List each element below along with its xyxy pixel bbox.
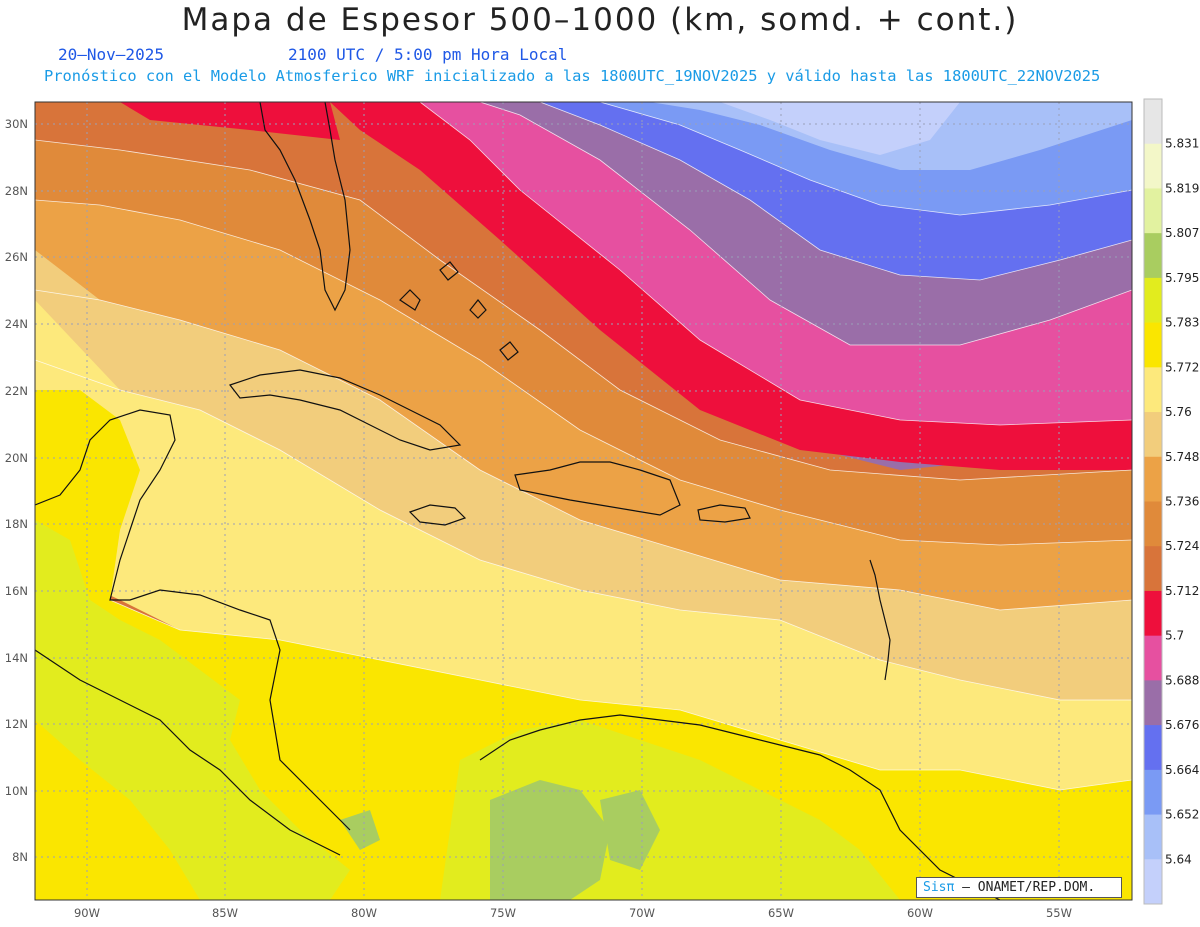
lat-label: 22N	[5, 384, 28, 398]
legend-swatch	[1144, 188, 1162, 234]
map-grid	[35, 102, 1132, 900]
legend-swatch	[1144, 590, 1162, 637]
legend-swatch	[1144, 143, 1162, 189]
credit-sis: Sis	[923, 880, 947, 895]
lon-axis: 90W 85W 80W 75W 70W 65W 60W 55W	[74, 906, 1072, 920]
lat-label: 28N	[5, 184, 28, 198]
credit-box: Sisπ – ONAMET/REP.DOM.	[916, 877, 1122, 898]
forecast-time: 2100 UTC / 5:00 pm Hora Local	[288, 45, 568, 64]
contour-lines	[35, 102, 1132, 791]
legend-swatch	[1144, 546, 1162, 592]
legend-swatch	[1144, 501, 1162, 547]
legend-label: 5.652	[1165, 808, 1199, 822]
lat-label: 16N	[5, 584, 28, 598]
lat-label: 18N	[5, 517, 28, 531]
legend-swatch	[1144, 680, 1162, 726]
lon-label: 80W	[351, 906, 377, 920]
legend-label: 5.807	[1165, 226, 1199, 240]
legend-frame	[1143, 98, 1163, 905]
lat-label: 26N	[5, 250, 28, 264]
forecast-description: Pronóstico con el Modelo Atmosferico WRF…	[44, 67, 1101, 85]
lat-label: 20N	[5, 451, 28, 465]
legend-label: 5.819	[1165, 181, 1199, 195]
lat-label: 14N	[5, 651, 28, 665]
lon-label: 85W	[212, 906, 238, 920]
lon-label: 55W	[1046, 906, 1072, 920]
lat-label: 30N	[5, 117, 28, 131]
legend-swatch	[1144, 456, 1162, 502]
map-frame	[34, 101, 1133, 901]
page-title: Mapa de Espesor 500–1000 (km, somd. + co…	[181, 2, 1019, 38]
legend-label: 5.76	[1165, 405, 1192, 419]
legend-swatch	[1144, 814, 1162, 860]
forecast-date: 20–Nov–2025	[58, 45, 164, 64]
credit-pi: π	[946, 880, 955, 895]
legend-label: 5.783	[1165, 316, 1199, 330]
legend-swatch	[1144, 233, 1162, 279]
legend-swatch	[1144, 277, 1162, 324]
legend-swatch	[1144, 99, 1162, 145]
legend-label: 5.664	[1165, 763, 1199, 777]
legend-label: 5.795	[1165, 271, 1199, 285]
legend-swatch	[1144, 322, 1162, 368]
legend-label: 5.748	[1165, 450, 1199, 464]
lat-label: 24N	[5, 317, 28, 331]
legend-colorbar	[1143, 98, 1163, 905]
lon-label: 70W	[629, 906, 655, 920]
lat-label: 10N	[5, 784, 28, 798]
lat-label: 12N	[5, 717, 28, 731]
lon-label: 90W	[74, 906, 100, 920]
legend-swatch	[1144, 859, 1162, 905]
legend-labels: 5.831 5.819 5.807 5.795 5.783 5.772 5.76 5.748 5…	[1165, 137, 1199, 867]
legend-label: 5.736	[1165, 495, 1199, 509]
legend-label: 5.772	[1165, 360, 1199, 374]
legend-label: 5.712	[1165, 584, 1199, 598]
lon-label: 65W	[768, 906, 794, 920]
legend-swatch	[1144, 769, 1162, 816]
lat-label: 8N	[12, 850, 28, 864]
legend-label: 5.64	[1165, 852, 1192, 866]
lon-label: 75W	[490, 906, 516, 920]
lon-label: 60W	[907, 906, 933, 920]
legend-label: 5.724	[1165, 539, 1199, 553]
lat-axis: 30N 28N 26N 24N 22N 20N 18N 16N 14N 12N …	[5, 117, 28, 864]
legend-swatch	[1144, 367, 1162, 413]
legend-label: 5.7	[1165, 629, 1184, 643]
legend-swatch	[1144, 635, 1162, 681]
legend-swatch	[1144, 725, 1162, 771]
credit-org: – ONAMET/REP.DOM.	[962, 880, 1096, 895]
coastlines	[35, 102, 1001, 900]
legend-label: 5.676	[1165, 718, 1199, 732]
legend-swatch	[1144, 412, 1162, 458]
thickness-bands	[35, 102, 1132, 900]
legend-label: 5.688	[1165, 673, 1199, 687]
legend-label: 5.831	[1165, 137, 1199, 151]
